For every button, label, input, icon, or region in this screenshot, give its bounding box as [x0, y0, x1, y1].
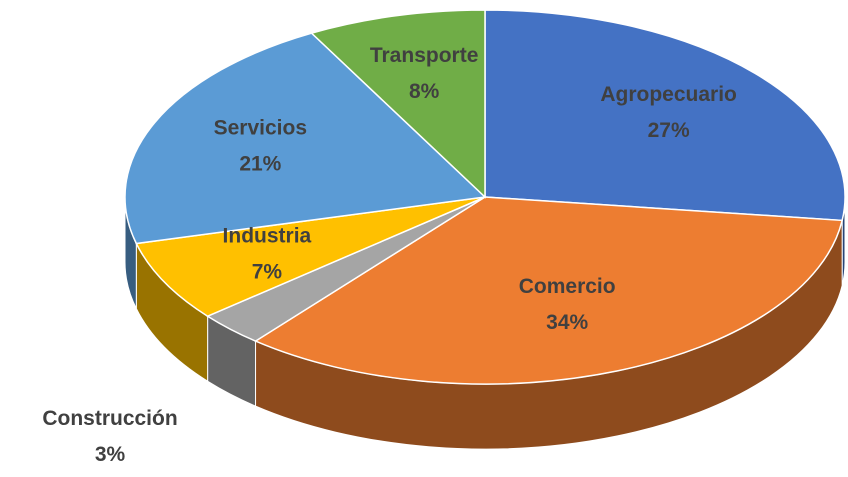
category-label: Comercio	[519, 275, 616, 298]
slice-label: Industria 7%	[223, 225, 312, 284]
category-label: Agropecuario	[600, 83, 737, 106]
slice-label: Agropecuario 27%	[600, 83, 737, 142]
slice	[310, 9, 486, 199]
value-label: 27%	[648, 119, 690, 142]
slice	[135, 196, 486, 318]
value-label: 34%	[546, 311, 588, 334]
value-label: 7%	[252, 261, 283, 284]
category-label: Servicios	[214, 116, 307, 139]
category-label: Construcción	[42, 407, 177, 430]
slice-label: Transporte 8%	[370, 44, 479, 103]
value-label: 8%	[409, 80, 440, 103]
value-label: 3%	[95, 443, 126, 466]
slice	[253, 196, 844, 385]
slice	[124, 32, 487, 245]
category-label: Transporte	[370, 44, 479, 67]
slice-label: Construcción 3%	[42, 407, 177, 466]
slice-label: Comercio 34%	[519, 275, 616, 334]
slice	[484, 9, 846, 222]
category-label: Industria	[223, 225, 312, 248]
slice-label: Servicios 21%	[214, 116, 307, 175]
value-label: 21%	[239, 152, 281, 175]
